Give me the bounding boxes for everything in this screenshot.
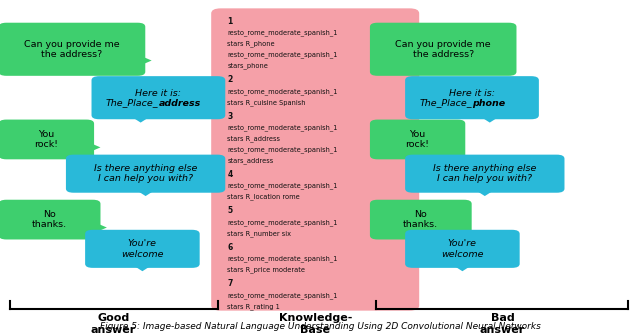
Text: stars R_address: stars R_address bbox=[227, 135, 280, 142]
Text: Figure 5: Image-based Natural Language Understanding Using 2D Convolutional Neur: Figure 5: Image-based Natural Language U… bbox=[100, 322, 540, 331]
Polygon shape bbox=[474, 189, 497, 196]
Text: resto_rome_moderate_spanish_1: resto_rome_moderate_spanish_1 bbox=[227, 124, 337, 131]
Polygon shape bbox=[129, 115, 152, 123]
Text: 4: 4 bbox=[227, 170, 232, 179]
Text: Is there anything else
I can help you with?: Is there anything else I can help you wi… bbox=[94, 164, 197, 183]
Text: You're
welcome: You're welcome bbox=[121, 239, 164, 259]
Text: 1: 1 bbox=[227, 17, 232, 26]
FancyBboxPatch shape bbox=[405, 155, 564, 193]
Text: The_Place_: The_Place_ bbox=[419, 99, 472, 108]
FancyBboxPatch shape bbox=[370, 120, 465, 159]
Polygon shape bbox=[86, 141, 100, 153]
Text: resto_rome_moderate_spanish_1: resto_rome_moderate_spanish_1 bbox=[227, 183, 337, 189]
Polygon shape bbox=[478, 115, 501, 123]
Polygon shape bbox=[364, 221, 378, 233]
Text: Can you provide me
the address?: Can you provide me the address? bbox=[396, 39, 491, 59]
Text: Good
answer: Good answer bbox=[91, 313, 136, 334]
FancyBboxPatch shape bbox=[211, 8, 419, 311]
FancyBboxPatch shape bbox=[370, 200, 472, 239]
Polygon shape bbox=[134, 189, 157, 196]
FancyBboxPatch shape bbox=[405, 76, 539, 119]
FancyBboxPatch shape bbox=[85, 230, 200, 268]
Text: 2: 2 bbox=[227, 75, 232, 84]
Text: No
thanks.: No thanks. bbox=[32, 210, 67, 229]
Text: resto_rome_moderate_spanish_1: resto_rome_moderate_spanish_1 bbox=[227, 146, 337, 153]
Text: 7: 7 bbox=[227, 279, 232, 288]
Text: No
thanks.: No thanks. bbox=[403, 210, 438, 229]
Text: 3: 3 bbox=[227, 112, 232, 121]
Text: 6: 6 bbox=[227, 243, 232, 252]
Text: Here it is:: Here it is: bbox=[136, 89, 181, 98]
Polygon shape bbox=[364, 141, 378, 153]
Text: stars R_cuisine Spanish: stars R_cuisine Spanish bbox=[227, 99, 306, 106]
FancyBboxPatch shape bbox=[92, 76, 225, 119]
Text: resto_rome_moderate_spanish_1: resto_rome_moderate_spanish_1 bbox=[227, 51, 337, 58]
Text: resto_rome_moderate_spanish_1: resto_rome_moderate_spanish_1 bbox=[227, 219, 337, 226]
Text: You're
welcome: You're welcome bbox=[441, 239, 484, 259]
Text: address: address bbox=[159, 99, 201, 108]
FancyBboxPatch shape bbox=[0, 200, 100, 239]
Text: phone: phone bbox=[472, 99, 505, 108]
Polygon shape bbox=[93, 221, 107, 233]
FancyBboxPatch shape bbox=[405, 230, 520, 268]
Polygon shape bbox=[138, 54, 152, 66]
Text: stars R_rating 1: stars R_rating 1 bbox=[227, 303, 280, 310]
Text: stars R_price moderate: stars R_price moderate bbox=[227, 267, 305, 273]
Text: resto_rome_moderate_spanish_1: resto_rome_moderate_spanish_1 bbox=[227, 256, 337, 262]
Polygon shape bbox=[131, 264, 154, 271]
Text: resto_rome_moderate_spanish_1: resto_rome_moderate_spanish_1 bbox=[227, 88, 337, 95]
Text: Can you provide me
the address?: Can you provide me the address? bbox=[24, 39, 120, 59]
Text: Here it is:: Here it is: bbox=[449, 89, 495, 98]
Text: You
rock!: You rock! bbox=[406, 130, 429, 149]
Text: Knowledge-
Base: Knowledge- Base bbox=[278, 313, 352, 334]
Text: Bad
answer: Bad answer bbox=[480, 313, 525, 334]
Text: The_Place_: The_Place_ bbox=[106, 99, 159, 108]
Text: stars R_location rome: stars R_location rome bbox=[227, 194, 300, 200]
Text: stars R_phone: stars R_phone bbox=[227, 40, 275, 47]
Text: resto_rome_moderate_spanish_1: resto_rome_moderate_spanish_1 bbox=[227, 292, 337, 299]
FancyBboxPatch shape bbox=[66, 155, 225, 193]
FancyBboxPatch shape bbox=[0, 23, 145, 76]
FancyBboxPatch shape bbox=[0, 120, 94, 159]
Text: You
rock!: You rock! bbox=[35, 130, 58, 149]
Text: stars_address: stars_address bbox=[227, 157, 273, 164]
Text: Is there anything else
I can help you with?: Is there anything else I can help you wi… bbox=[433, 164, 536, 183]
Text: stars_phone: stars_phone bbox=[227, 62, 268, 69]
FancyBboxPatch shape bbox=[370, 23, 516, 76]
Polygon shape bbox=[364, 54, 378, 66]
Text: stars R_number six: stars R_number six bbox=[227, 230, 291, 237]
Text: 5: 5 bbox=[227, 206, 232, 215]
Text: resto_rome_moderate_spanish_1: resto_rome_moderate_spanish_1 bbox=[227, 29, 337, 36]
Polygon shape bbox=[451, 264, 474, 271]
